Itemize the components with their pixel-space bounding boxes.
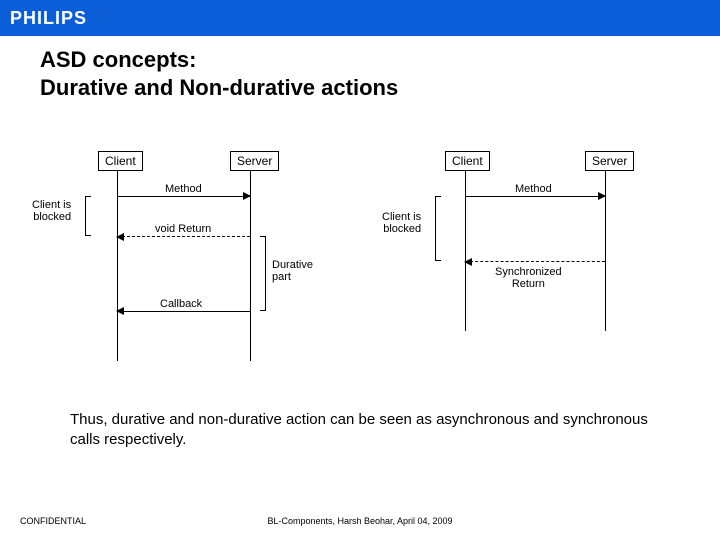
left-durative-brace xyxy=(260,236,266,311)
left-sequence-diagram: Client Server Method void Return Callbac… xyxy=(40,151,340,381)
left-blocked-label: Client is blocked xyxy=(32,199,71,223)
diagram-area: Client Server Method void Return Callbac… xyxy=(40,151,680,411)
right-blocked-brace xyxy=(435,196,441,261)
right-sequence-diagram: Client Server Method Synchronized Return… xyxy=(390,151,680,351)
right-server-head: Server xyxy=(585,151,634,171)
footer-confidential: CONFIDENTIAL xyxy=(20,516,86,526)
right-client-lifeline xyxy=(465,171,466,331)
body-text: Thus, durative and non-durative action c… xyxy=(70,410,660,451)
right-method-label: Method xyxy=(515,183,552,195)
left-callback-label: Callback xyxy=(160,298,202,310)
right-syncreturn-arrow xyxy=(465,261,605,262)
left-client-head: Client xyxy=(98,151,143,171)
left-method-label: Method xyxy=(165,183,202,195)
right-method-arrow xyxy=(465,196,605,197)
left-method-arrow xyxy=(117,196,250,197)
left-voidreturn-arrow xyxy=(117,236,250,237)
right-blocked-label: Client is blocked xyxy=(382,211,421,235)
right-syncreturn-label: Synchronized Return xyxy=(495,266,562,290)
brand-bar: PHILIPS xyxy=(0,0,720,36)
title-line-1: ASD concepts: xyxy=(40,46,720,74)
title-line-2: Durative and Non-durative actions xyxy=(40,74,720,102)
left-blocked-brace xyxy=(85,196,91,236)
left-callback-arrow xyxy=(117,311,250,312)
left-durative-label: Durative part xyxy=(272,259,313,283)
footer-meta: BL-Components, Harsh Beohar, April 04, 2… xyxy=(267,516,452,526)
brand-logo: PHILIPS xyxy=(10,8,87,29)
right-client-head: Client xyxy=(445,151,490,171)
left-client-lifeline xyxy=(117,171,118,361)
left-server-head: Server xyxy=(230,151,279,171)
left-voidreturn-label: void Return xyxy=(155,223,211,235)
slide-title: ASD concepts: Durative and Non-durative … xyxy=(40,46,720,101)
